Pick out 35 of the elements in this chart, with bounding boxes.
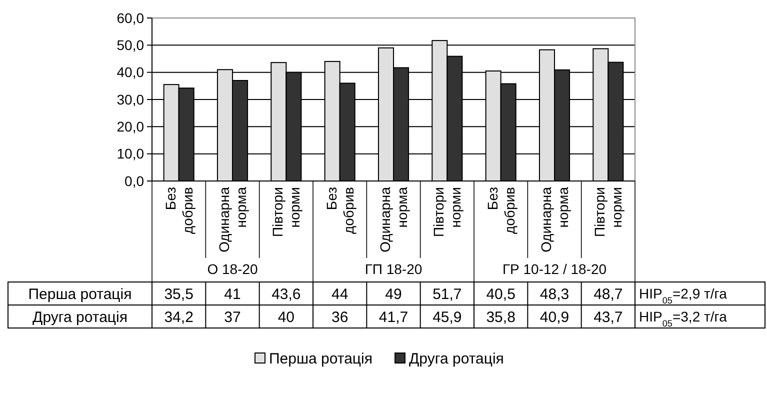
y-tick-label: 10,0 xyxy=(116,146,144,162)
text: Друга ротація xyxy=(32,308,128,326)
text: ГР 10-12 / 18-20 xyxy=(502,261,607,277)
text: ГП 18-20 xyxy=(364,261,422,277)
legend-label: Друга ротація xyxy=(409,350,504,368)
data-label: 35,5 xyxy=(164,286,194,303)
x-tick-label: Без добрив xyxy=(162,187,196,234)
data-label: 41,7 xyxy=(378,308,408,326)
data-label: 48,7 xyxy=(594,286,623,303)
y-tick-label: 60,0 xyxy=(116,10,144,26)
data-label: 40 xyxy=(278,308,295,326)
data-label: 40,9 xyxy=(540,308,570,326)
y-tick-label: 30,0 xyxy=(116,91,144,108)
y-tick-label: 0,0 xyxy=(124,172,144,189)
text: Перша ротація xyxy=(28,286,132,303)
text: НІР$_{05}$=3,2 т/га xyxy=(639,308,728,328)
data-label: 37 xyxy=(224,308,241,326)
data-label: 51,7 xyxy=(432,286,462,303)
data-label: 45,9 xyxy=(432,308,462,326)
y-tick-label: 40,0 xyxy=(116,64,144,80)
text: НІР$_{05}$=2,9 т/га xyxy=(639,286,728,306)
data-label: 35,8 xyxy=(486,308,516,326)
data-label: 44 xyxy=(331,286,348,303)
data-label: 49 xyxy=(385,286,402,303)
data-label: 34,2 xyxy=(164,308,194,326)
data-label: 41 xyxy=(224,286,241,303)
data-label: 40,5 xyxy=(486,286,516,303)
data-label: 48,3 xyxy=(540,286,570,303)
text: О 18-20 xyxy=(207,261,258,277)
y-tick-label: 20,0 xyxy=(116,118,144,135)
y-tick-label: 50,0 xyxy=(116,37,144,54)
legend-label: Перша ротація xyxy=(269,350,372,368)
data-label: 43,7 xyxy=(594,308,623,326)
data-label: 36 xyxy=(331,308,348,326)
data-label: 43,6 xyxy=(272,286,301,303)
